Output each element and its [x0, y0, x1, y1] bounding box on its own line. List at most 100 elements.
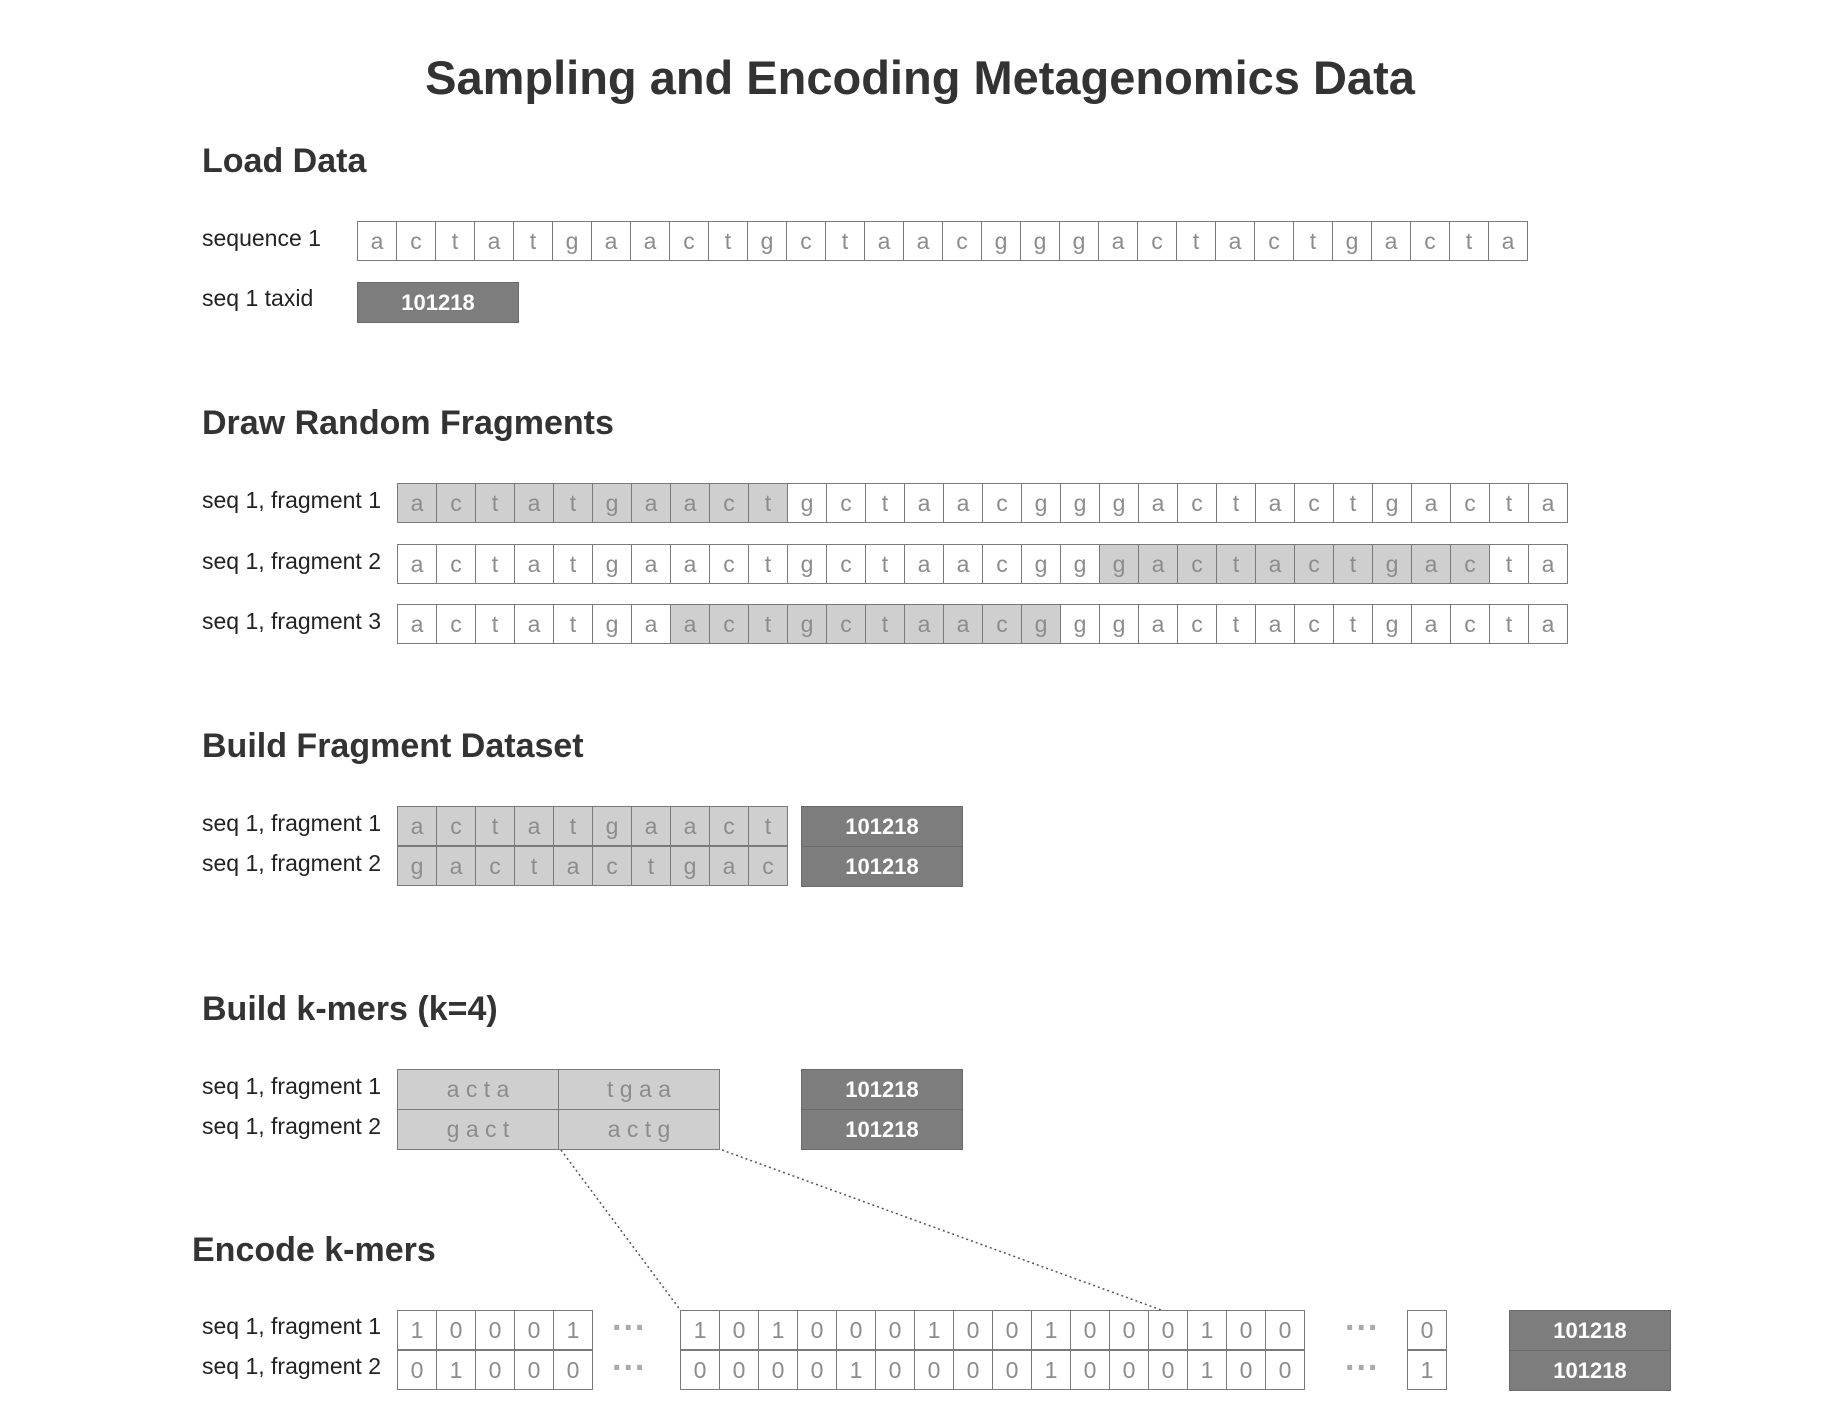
base-cell: g: [1020, 221, 1060, 261]
encoding-bit-cell: 0: [953, 1310, 993, 1350]
base-cell: a: [1411, 604, 1451, 644]
base-cell: g: [670, 846, 710, 886]
connector-line-left: [560, 1149, 682, 1312]
base-cell: t: [475, 806, 515, 846]
base-cell: a: [397, 544, 437, 584]
encoding-bit-cell: 1: [914, 1310, 954, 1350]
encoding-bit-cell: 1: [553, 1310, 593, 1350]
base-cell: c: [1294, 604, 1334, 644]
encoding-bit-cell: 0: [1109, 1310, 1149, 1350]
base-cell: a: [864, 221, 904, 261]
label-sequence-1: sequence 1: [202, 225, 321, 251]
encoding-bit-cell: 0: [1265, 1350, 1305, 1390]
base-cell: a: [1255, 544, 1295, 584]
base-cell: a: [903, 221, 943, 261]
base-cell: a: [474, 221, 514, 261]
encoding-bit-cell: 1: [1187, 1310, 1227, 1350]
base-cell: c: [826, 604, 866, 644]
encoding-bit-cell: 0: [797, 1310, 837, 1350]
ellipsis-1a: ...: [612, 1300, 647, 1338]
base-cell: t: [1216, 544, 1256, 584]
kmer-2-2: a c t g: [558, 1109, 720, 1150]
encoding-bit-cell: 0: [719, 1310, 759, 1350]
base-cell: t: [514, 846, 554, 886]
base-cell: g: [397, 846, 437, 886]
dataset-taxid-1: 101218: [801, 806, 963, 847]
encoding-bit-cell: 0: [475, 1350, 515, 1390]
kmer-fragment-2-row: g a c t a c t g: [397, 1109, 720, 1150]
base-cell: g: [1021, 604, 1061, 644]
base-cell: a: [1138, 544, 1178, 584]
base-cell: a: [1255, 604, 1295, 644]
encoding-bit-cell: 0: [758, 1350, 798, 1390]
ellipsis-2a: ...: [612, 1340, 647, 1378]
base-cell: a: [553, 846, 593, 886]
encoding-bit-cell: 1: [1031, 1310, 1071, 1350]
encoding-bit-cell: 0: [953, 1350, 993, 1390]
base-cell: a: [631, 806, 671, 846]
encoding-bit-cell: 0: [992, 1310, 1032, 1350]
encoding-bit-cell: 0: [1148, 1350, 1188, 1390]
base-cell: a: [904, 483, 944, 523]
base-cell: c: [1177, 604, 1217, 644]
base-cell: g: [787, 604, 827, 644]
base-cell: g: [787, 483, 827, 523]
encoding-bit-cell: 0: [719, 1350, 759, 1390]
encoding-bit-cell: 0: [875, 1310, 915, 1350]
base-cell: a: [670, 604, 710, 644]
base-cell: g: [1372, 544, 1412, 584]
base-cell: c: [982, 483, 1022, 523]
base-cell: t: [1333, 544, 1373, 584]
base-cell: t: [825, 221, 865, 261]
base-cell: a: [904, 604, 944, 644]
base-cell: g: [1021, 483, 1061, 523]
base-cell: a: [1528, 604, 1568, 644]
base-cell: g: [592, 604, 632, 644]
kmer-fragment-1-row: a c t a t g a a: [397, 1069, 720, 1110]
base-cell: t: [748, 544, 788, 584]
kmer-2-1: g a c t: [397, 1109, 559, 1150]
base-cell: a: [1255, 483, 1295, 523]
encoding-bit-cell: 0: [1148, 1310, 1188, 1350]
base-cell: c: [748, 846, 788, 886]
base-cell: a: [514, 604, 554, 644]
base-cell: a: [1411, 544, 1451, 584]
encoding-bit-cell: 0: [797, 1350, 837, 1390]
encoding-bit-cell: 0: [553, 1350, 593, 1390]
base-cell: g: [981, 221, 1021, 261]
encoding-bit-cell: 1: [1407, 1350, 1447, 1390]
base-cell: g: [1372, 483, 1412, 523]
base-cell: a: [1411, 483, 1451, 523]
section-title-encode-kmers: Encode k-mers: [192, 1231, 436, 1269]
encoding-bit-cell: 0: [914, 1350, 954, 1390]
base-cell: c: [709, 604, 749, 644]
encoding-bit-cell: 0: [836, 1310, 876, 1350]
base-cell: t: [553, 483, 593, 523]
label-encode-fragment-1: seq 1, fragment 1: [202, 1313, 381, 1339]
encoding-bit-cell: 0: [680, 1350, 720, 1390]
ellipsis-1b: ...: [1345, 1300, 1380, 1338]
base-cell: c: [1177, 544, 1217, 584]
encoding-bit-cell: 1: [436, 1350, 476, 1390]
base-cell: t: [1176, 221, 1216, 261]
encode-fragment-2-right: 1: [1407, 1350, 1447, 1390]
base-cell: c: [1137, 221, 1177, 261]
base-cell: c: [786, 221, 826, 261]
base-cell: t: [475, 604, 515, 644]
encoding-bit-cell: 0: [1407, 1310, 1447, 1350]
encoding-bit-cell: 0: [1265, 1310, 1305, 1350]
base-cell: a: [514, 544, 554, 584]
base-cell: a: [943, 544, 983, 584]
base-cell: g: [1372, 604, 1412, 644]
base-cell: c: [436, 483, 476, 523]
taxid-box: 101218: [357, 282, 519, 323]
base-cell: a: [943, 483, 983, 523]
base-cell: t: [513, 221, 553, 261]
